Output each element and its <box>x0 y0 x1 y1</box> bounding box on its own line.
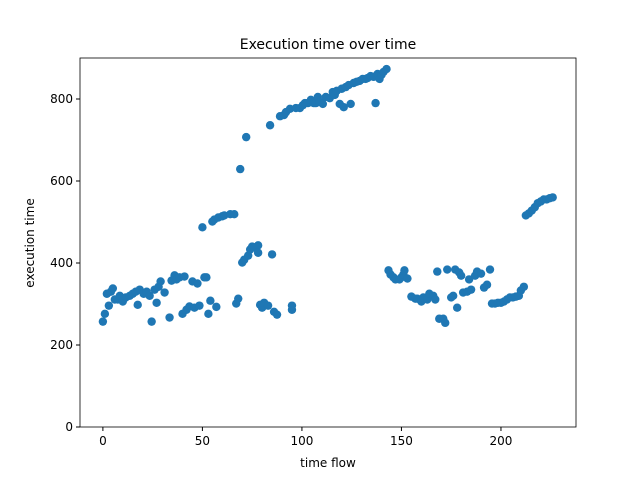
y-tick-label: 200 <box>50 338 73 352</box>
point <box>156 277 165 286</box>
point <box>476 269 486 278</box>
x-axis-label: time flow <box>300 456 356 470</box>
point <box>485 265 495 274</box>
point <box>253 241 263 250</box>
point <box>456 271 466 280</box>
point <box>145 291 154 300</box>
x-tick-label: 50 <box>195 434 210 448</box>
point <box>267 250 277 259</box>
y-axis-label: execution time <box>23 198 37 287</box>
y-tick-label: 0 <box>65 420 73 434</box>
point <box>548 193 557 202</box>
point <box>160 288 169 297</box>
x-tick-label: 150 <box>390 434 413 448</box>
point <box>133 300 142 310</box>
point <box>339 103 348 112</box>
point <box>147 317 156 326</box>
point <box>195 301 204 310</box>
point <box>466 285 476 294</box>
point <box>318 99 328 109</box>
point <box>519 282 529 291</box>
point <box>180 272 189 281</box>
point <box>253 248 263 257</box>
point <box>403 274 412 283</box>
point <box>448 291 458 300</box>
point <box>165 313 174 322</box>
point <box>400 266 409 275</box>
point <box>346 99 355 109</box>
point <box>206 296 215 305</box>
point <box>100 309 110 319</box>
point <box>152 298 161 307</box>
y-tick-label: 800 <box>50 92 73 106</box>
y-tick-label: 400 <box>50 256 73 270</box>
y-tick-label: 600 <box>50 174 73 188</box>
point <box>443 265 452 274</box>
point <box>236 164 245 174</box>
point <box>287 301 297 310</box>
point <box>204 309 213 319</box>
x-tick-label: 200 <box>490 434 513 448</box>
x-tick-label: 0 <box>99 434 107 448</box>
point <box>441 318 450 328</box>
point <box>482 280 492 289</box>
point <box>371 98 380 108</box>
point <box>452 303 462 312</box>
chart-title: Execution time over time <box>240 37 417 53</box>
point <box>382 64 391 74</box>
plot-frame <box>79 57 577 428</box>
point <box>265 121 275 130</box>
point <box>431 295 440 304</box>
point <box>234 294 243 303</box>
x-tick-label: 100 <box>290 434 313 448</box>
point <box>198 223 207 232</box>
point <box>193 279 202 288</box>
point <box>263 301 273 310</box>
point <box>108 284 118 293</box>
point <box>202 273 211 282</box>
point <box>272 310 282 319</box>
point <box>104 301 114 310</box>
point <box>212 302 221 312</box>
point <box>230 210 239 219</box>
point <box>241 132 251 142</box>
point <box>433 267 442 276</box>
point <box>98 317 108 326</box>
